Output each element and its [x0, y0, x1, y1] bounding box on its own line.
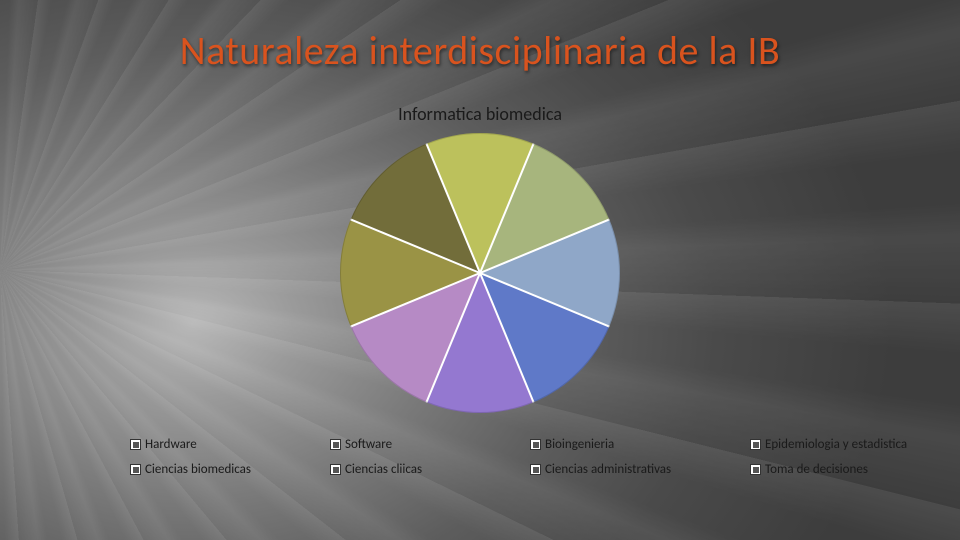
slide: Naturaleza interdisciplinaria de la IB I… [0, 0, 960, 540]
legend-item: Toma de decisiones [750, 462, 960, 477]
legend-item: Ciencias administrativas [530, 462, 740, 477]
legend-label: Ciencias biomedicas [145, 462, 251, 477]
legend-label: Bioingenieria [545, 437, 614, 452]
pie-chart [340, 133, 620, 413]
legend-item: Software [330, 437, 520, 452]
page-title: Naturaleza interdisciplinaria de la IB [60, 26, 900, 75]
legend-swatch-icon [130, 464, 141, 475]
legend-swatch-icon [130, 439, 141, 450]
pie-chart-container [60, 133, 900, 413]
legend-item: Hardware [130, 437, 320, 452]
legend-swatch-icon [530, 439, 541, 450]
legend-swatch-icon [750, 464, 761, 475]
legend-label: Hardware [145, 437, 197, 452]
legend-label: Ciencias cliicas [345, 462, 422, 477]
legend-swatch-icon [530, 464, 541, 475]
legend-item: Ciencias biomedicas [130, 462, 320, 477]
legend-label: Software [345, 437, 392, 452]
legend-label: Epidemiologia y estadistica [765, 437, 907, 452]
legend: HardwareSoftwareBioingenieriaEpidemiolog… [60, 437, 900, 477]
legend-swatch-icon [330, 464, 341, 475]
legend-item: Ciencias cliicas [330, 462, 520, 477]
legend-swatch-icon [750, 439, 761, 450]
chart-title: Informatica biomedica [60, 103, 900, 125]
legend-label: Toma de decisiones [765, 462, 868, 477]
legend-swatch-icon [330, 439, 341, 450]
legend-label: Ciencias administrativas [545, 462, 671, 477]
legend-item: Bioingenieria [530, 437, 740, 452]
legend-item: Epidemiologia y estadistica [750, 437, 960, 452]
